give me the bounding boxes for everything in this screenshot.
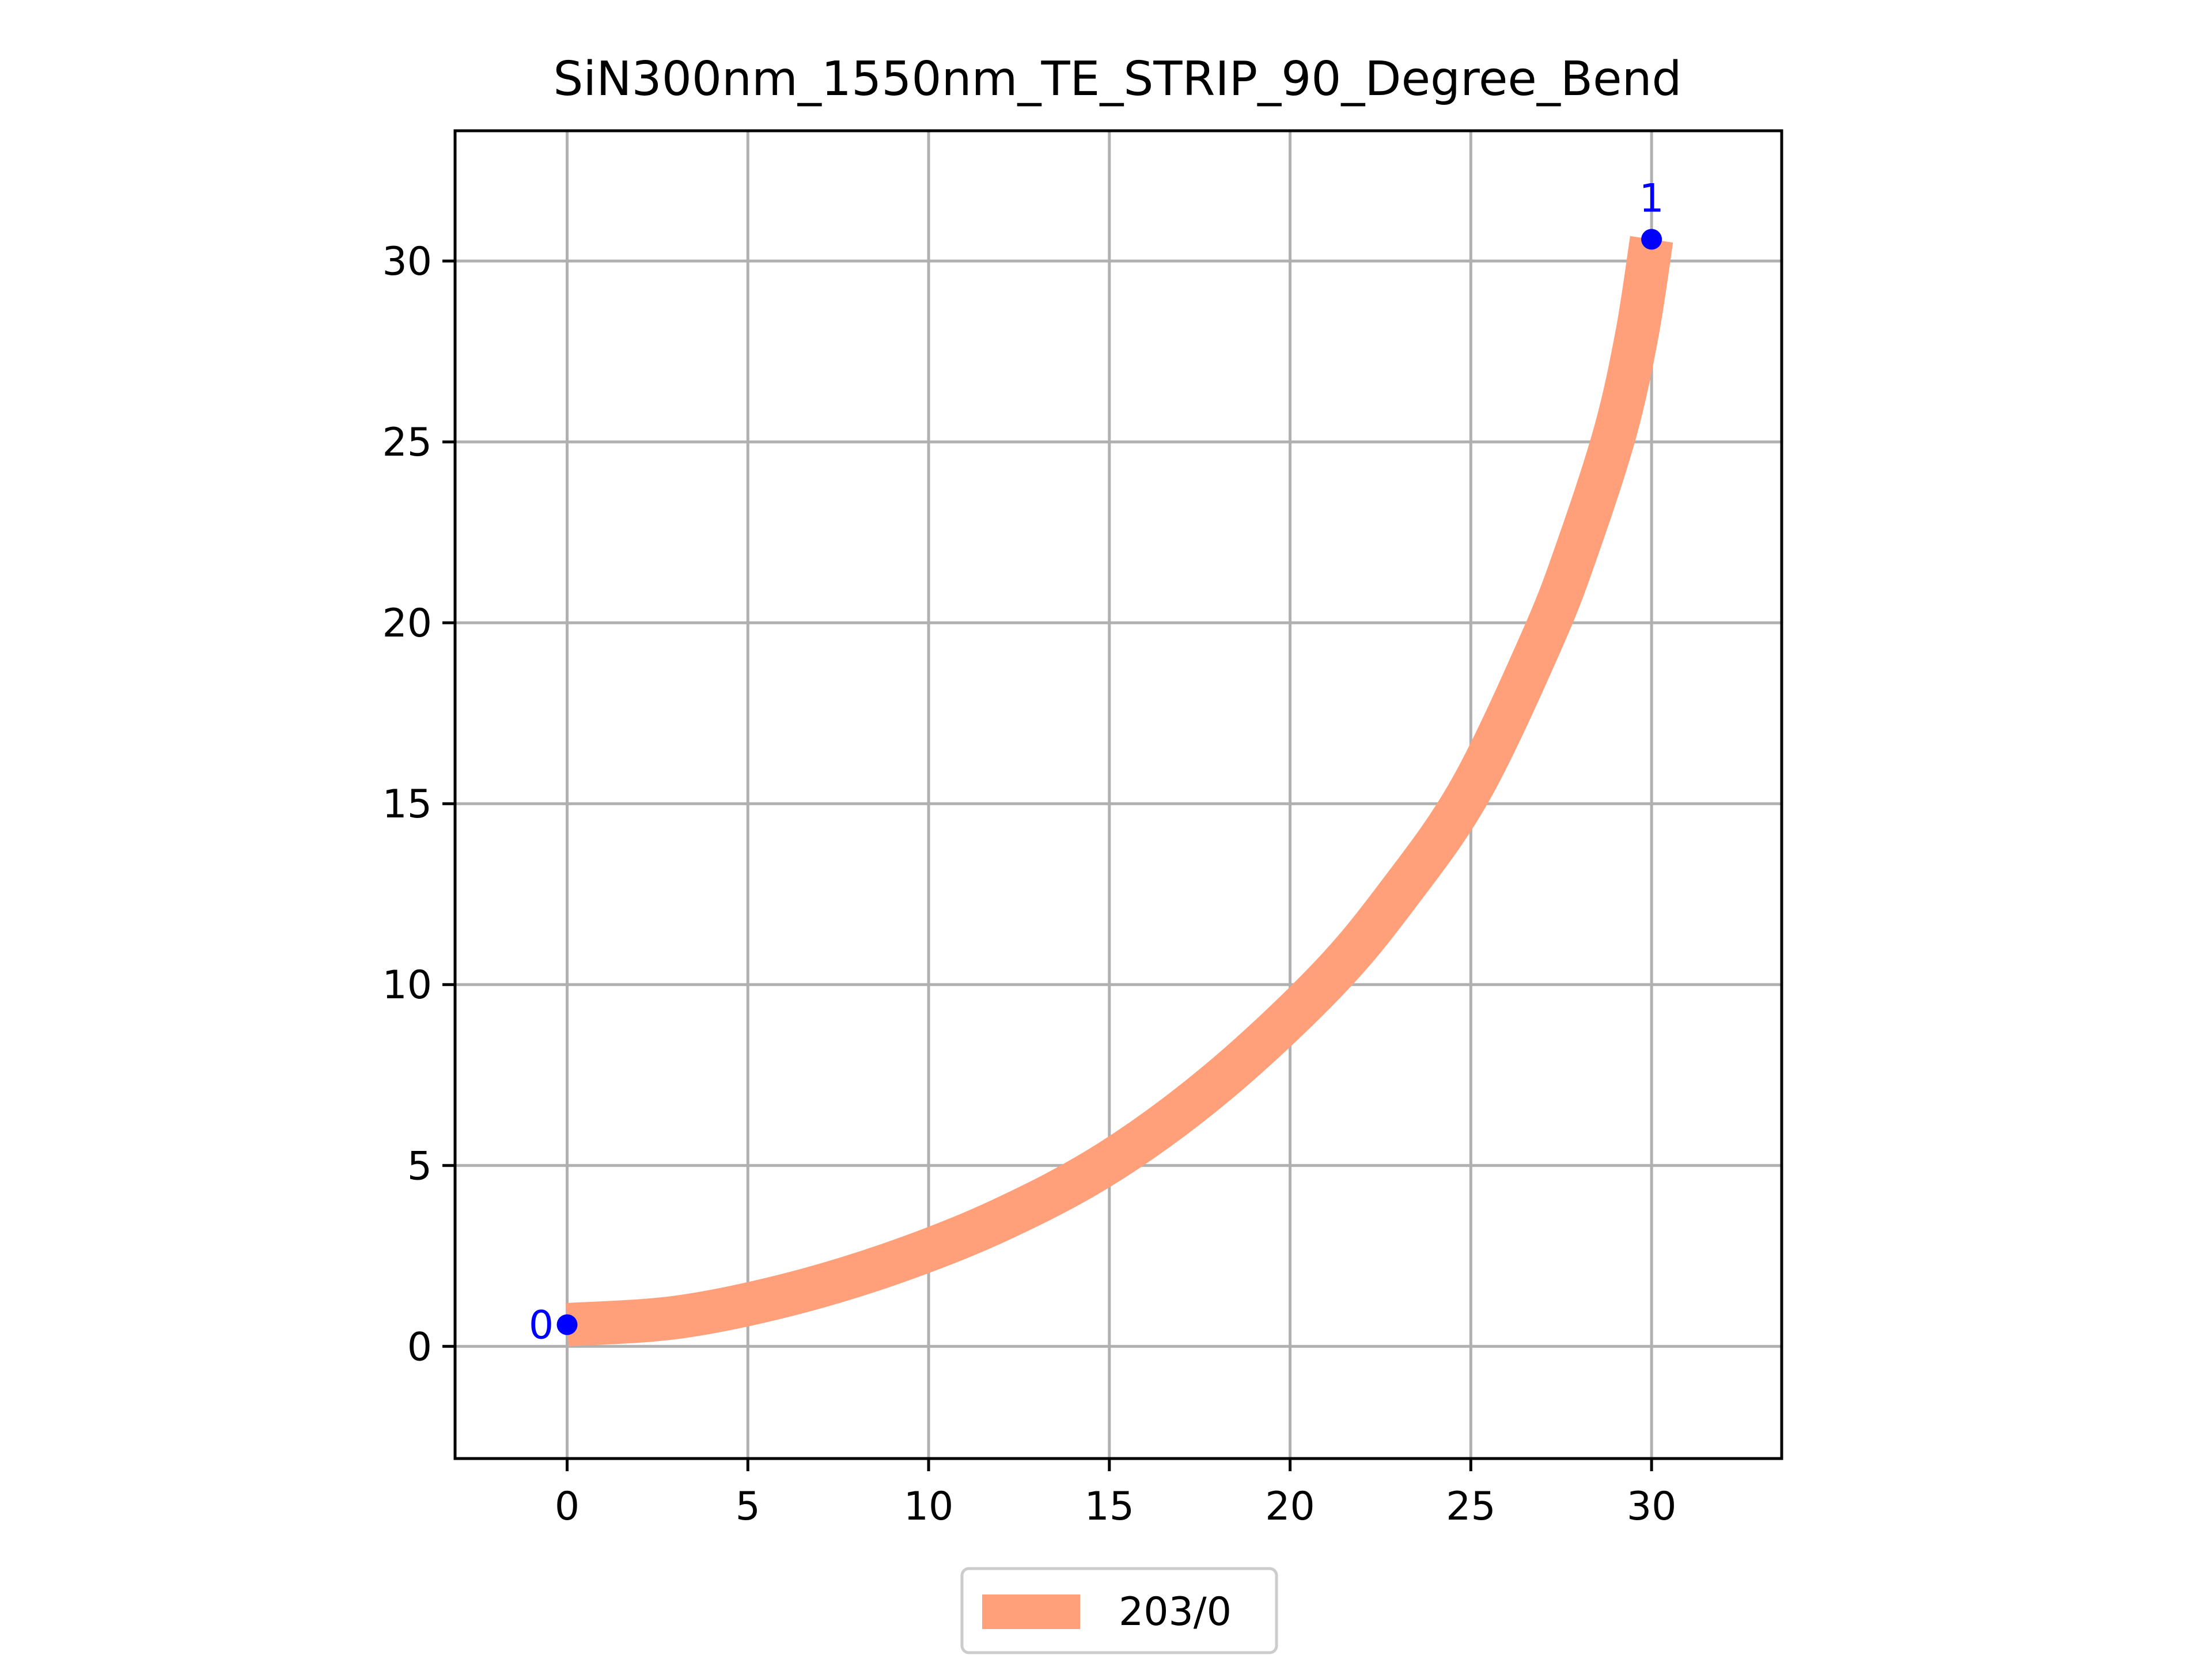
chart-title: SiN300nm_1550nm_TE_STRIP_90_Degree_Bend bbox=[553, 52, 1681, 107]
x-tick-label: 20 bbox=[1265, 1484, 1315, 1529]
legend-box bbox=[960, 1567, 1278, 1654]
y-tick-label: 10 bbox=[382, 963, 432, 1008]
grid bbox=[455, 131, 1782, 1459]
y-tick-label: 5 bbox=[407, 1143, 432, 1189]
series-path bbox=[566, 236, 1673, 1347]
x-tick-label: 15 bbox=[1085, 1484, 1135, 1529]
legend-swatch bbox=[982, 1594, 1080, 1629]
y-tick-label: 25 bbox=[382, 420, 432, 465]
port-marker bbox=[1641, 229, 1662, 250]
y-tick-label: 15 bbox=[382, 782, 432, 827]
x-tick-label: 10 bbox=[904, 1484, 954, 1529]
x-tick-label: 0 bbox=[555, 1484, 579, 1529]
legend-label: 203/0 bbox=[1119, 1589, 1232, 1635]
port-label: 0 bbox=[529, 1303, 554, 1349]
legend: 203/0 bbox=[960, 1567, 1278, 1654]
series-group bbox=[566, 236, 1673, 1347]
ports: 01 bbox=[529, 176, 1664, 1348]
x-tick-label: 30 bbox=[1627, 1484, 1677, 1529]
port-label: 1 bbox=[1639, 176, 1664, 221]
x-tick-label: 25 bbox=[1446, 1484, 1496, 1529]
y-tick-label: 20 bbox=[382, 601, 432, 646]
x-tick-label: 5 bbox=[736, 1484, 760, 1529]
y-tick-label: 30 bbox=[382, 239, 432, 285]
y-tick-label: 0 bbox=[407, 1324, 432, 1370]
port-marker bbox=[556, 1314, 578, 1335]
axes-frame bbox=[453, 129, 1783, 1460]
ticks: 0 5 10 15 20 25 30 0 5 10 15 20 25 30 bbox=[382, 239, 1676, 1529]
